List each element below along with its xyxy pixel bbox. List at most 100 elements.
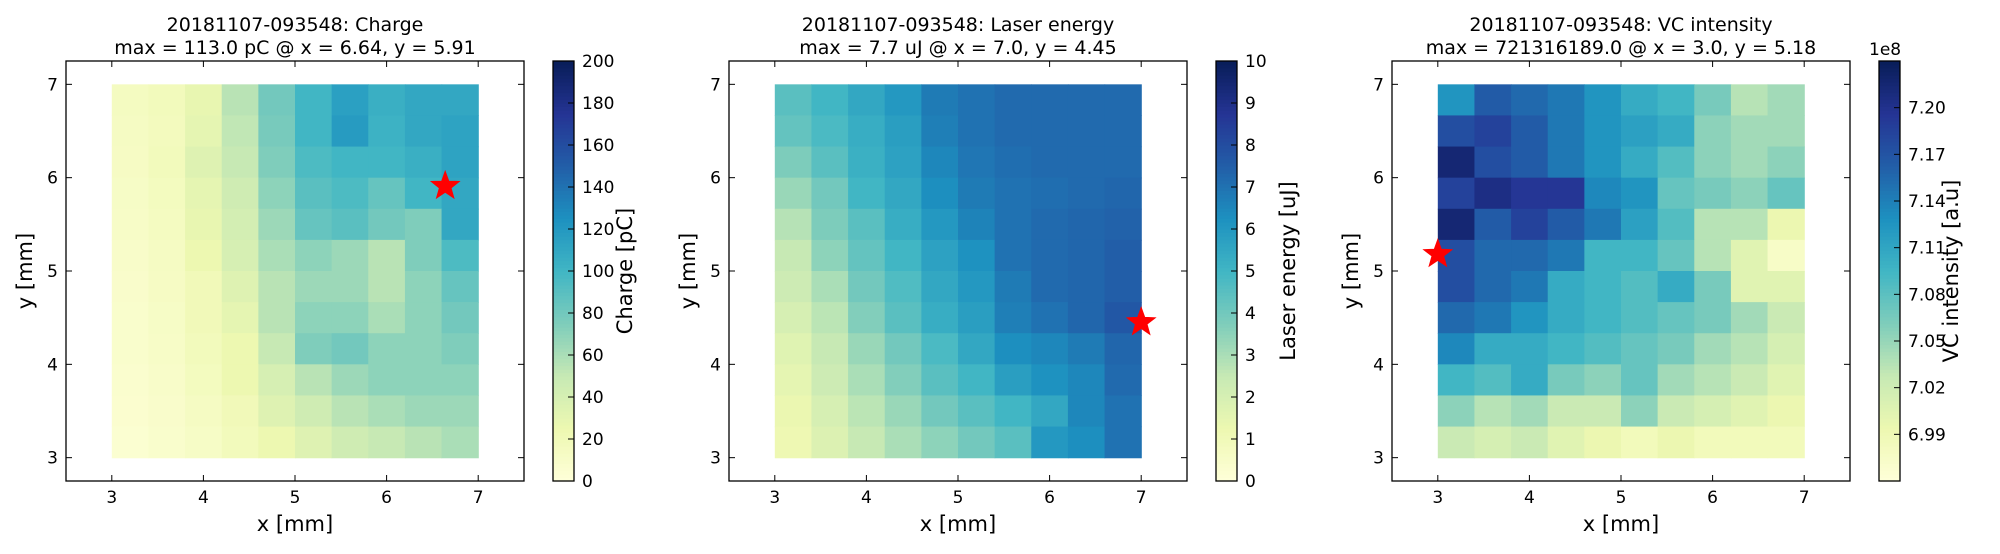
colorbar-segment <box>553 369 574 374</box>
colorbar-segment <box>553 449 574 454</box>
heatmap-cell <box>848 302 886 334</box>
colorbar-segment <box>553 351 574 356</box>
colorbar-segment <box>553 393 574 398</box>
colorbar-segment <box>1879 148 1900 153</box>
colorbar-segment <box>1216 159 1237 164</box>
colorbar-segment <box>553 425 574 430</box>
colorbar-segment <box>553 383 574 388</box>
colorbar-segment <box>553 236 574 241</box>
colorbar-segment <box>1879 173 1900 178</box>
heatmap-cell <box>774 271 813 303</box>
colorbar-segment <box>1216 439 1237 444</box>
colorbar-segment <box>553 211 574 216</box>
colorbar-tick-label: 40 <box>582 388 604 408</box>
heatmap-cell <box>1547 364 1585 397</box>
heatmap-cell <box>1031 177 1069 210</box>
colorbar-segment <box>1216 117 1237 122</box>
colorbar-segment <box>1216 257 1237 262</box>
colorbar-segment <box>1216 348 1237 353</box>
heatmap-cell <box>1104 177 1142 210</box>
colorbar-segment <box>553 407 574 412</box>
colorbar-segment <box>1216 463 1237 468</box>
heatmap-cell <box>221 239 259 272</box>
heatmap-cell <box>1031 271 1069 303</box>
heatmap-cell <box>1621 395 1659 428</box>
heatmap-cell <box>441 239 479 272</box>
heatmap-cell <box>1437 208 1476 241</box>
colorbar-segment <box>1879 211 1900 216</box>
colorbar-segment <box>553 390 574 395</box>
colorbar-label: VC intensity [a.u] <box>1939 180 1963 363</box>
colorbar-segment <box>1216 456 1237 461</box>
colorbar-segment <box>1216 201 1237 206</box>
heatmap-cell <box>1474 395 1512 428</box>
colorbar-segment <box>1216 78 1237 83</box>
colorbar-segment <box>1216 288 1237 293</box>
colorbar-segment <box>553 99 574 104</box>
heatmap-cell <box>994 364 1032 397</box>
colorbar-segment <box>553 463 574 468</box>
colorbar-segment <box>553 159 574 164</box>
heatmap-cell <box>221 364 259 397</box>
heatmap-cell <box>1694 84 1732 117</box>
colorbar-segment <box>1879 64 1900 69</box>
y-tick-label: 3 <box>47 449 58 469</box>
colorbar-segment <box>1216 470 1237 475</box>
colorbar-segment <box>1216 96 1237 101</box>
colorbar-segment <box>553 103 574 108</box>
colorbar-tick-label: 7.11 <box>1908 239 1946 259</box>
heatmap-cell <box>221 146 259 179</box>
heatmap-cell <box>331 208 369 241</box>
colorbar-segment <box>1879 372 1900 377</box>
heatmap-cell <box>1474 84 1512 117</box>
heatmap-cell <box>848 426 886 459</box>
colorbar-segment <box>1879 208 1900 213</box>
colorbar-segment <box>1879 397 1900 402</box>
colorbar-segment <box>553 187 574 192</box>
heatmap-cell <box>958 208 996 241</box>
colorbar-segment <box>1879 369 1900 374</box>
colorbar-segment <box>1879 141 1900 146</box>
colorbar-segment <box>553 68 574 73</box>
x-axis-ticks: 3 4 5 6 7 <box>769 61 1147 508</box>
colorbar-segment <box>1879 85 1900 90</box>
colorbar-segment <box>553 64 574 69</box>
heatmap-cell <box>1474 239 1512 272</box>
colorbar-segment <box>553 267 574 272</box>
colorbar-segment <box>1216 260 1237 265</box>
heatmap-cell <box>1104 271 1142 303</box>
colorbar-segment <box>553 96 574 101</box>
heatmap-cell <box>148 177 186 210</box>
heatmap-cell <box>1584 364 1622 397</box>
x-tick-label: 4 <box>1524 488 1535 508</box>
colorbar-segment <box>1216 344 1237 349</box>
colorbar-segment <box>1216 393 1237 398</box>
colorbar-segment <box>1216 425 1237 430</box>
heatmap-cell <box>221 426 259 459</box>
colorbar-segment <box>1879 295 1900 300</box>
colorbar-segment <box>1879 404 1900 409</box>
colorbar-segment <box>553 110 574 115</box>
heatmap-cells <box>1437 84 1805 459</box>
colorbar-segment <box>1216 215 1237 220</box>
max-marker <box>1422 238 1454 268</box>
heatmap-cell <box>404 426 443 459</box>
x-tick-label: 7 <box>473 488 484 508</box>
colorbar-segment <box>1216 162 1237 167</box>
heatmap-cell <box>148 426 186 459</box>
colorbar-segment <box>1879 187 1900 192</box>
heatmap-cell <box>1474 333 1512 365</box>
colorbar-segment <box>1216 239 1237 244</box>
heatmap-cell <box>1474 271 1512 303</box>
colorbar-segment <box>1879 390 1900 395</box>
heatmap-cell <box>1031 84 1069 117</box>
colorbar-segment <box>1879 264 1900 269</box>
colorbar-segment <box>1216 306 1237 311</box>
heatmap-cell <box>1694 271 1732 303</box>
colorbar-segment <box>553 400 574 405</box>
heatmap-cell <box>1694 395 1732 428</box>
colorbar-segment <box>553 428 574 433</box>
colorbar-segment <box>553 243 574 248</box>
colorbar-tick-label: 6 <box>1245 220 1256 240</box>
heatmap-cell <box>884 364 922 397</box>
